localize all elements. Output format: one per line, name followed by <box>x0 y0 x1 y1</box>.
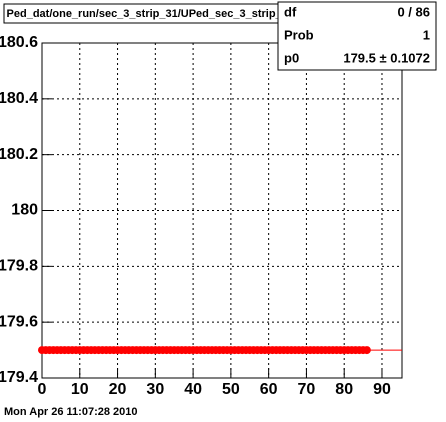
x-tick-label: 30 <box>146 381 164 398</box>
x-tick-label: 0 <box>38 381 47 398</box>
x-tick-label: 60 <box>260 381 278 398</box>
stats-value: 0 / 86 <box>397 4 430 19</box>
y-tick-label: 180 <box>11 202 38 219</box>
x-tick-label: 70 <box>298 381 316 398</box>
stats-name: Prob <box>284 27 314 42</box>
x-tick-label: 40 <box>184 381 202 398</box>
stats-value: 1 <box>423 27 430 42</box>
chart-title: Ped_dat/one_run/sec_3_strip_31/UPed_sec_… <box>7 8 314 20</box>
y-tick-label: 180.4 <box>0 90 38 107</box>
stats-name: p0 <box>284 50 299 65</box>
x-tick-label: 90 <box>373 381 391 398</box>
stats-box <box>277 1 437 71</box>
footer: Mon Apr 26 11:07:28 2010 <box>4 406 138 418</box>
x-tick-label: 10 <box>71 381 89 398</box>
x-tick-label: 80 <box>335 381 353 398</box>
y-tick-label: 180.6 <box>0 34 38 51</box>
x-tick-label: 20 <box>109 381 127 398</box>
y-tick-label: 179.4 <box>0 369 38 386</box>
y-tick-label: 179.6 <box>0 313 38 330</box>
x-tick-label: 50 <box>222 381 240 398</box>
y-tick-label: 179.8 <box>0 258 38 275</box>
y-tick-label: 180.2 <box>0 146 38 163</box>
stats-name: df <box>284 4 297 19</box>
stats-value: 179.5 ± 0.1072 <box>343 50 430 65</box>
data-point <box>362 346 371 355</box>
